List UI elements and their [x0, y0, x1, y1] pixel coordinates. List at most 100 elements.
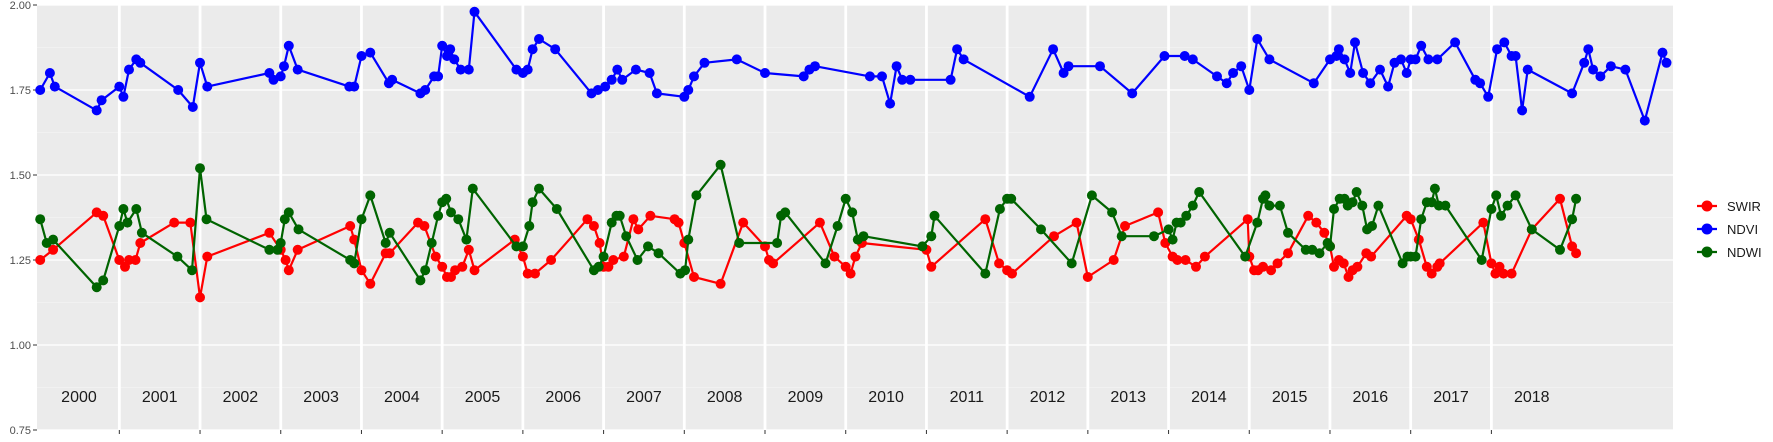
data-point-swir: [530, 268, 540, 279]
data-point-swir: [645, 210, 656, 221]
year-label: 2009: [788, 389, 824, 406]
data-point-ndwi: [1314, 248, 1325, 259]
data-point-ndwi: [926, 231, 937, 242]
data-point-ndwi: [349, 258, 360, 269]
data-point-ndvi: [1264, 54, 1275, 65]
data-point-ndvi: [463, 64, 474, 75]
data-point-ndwi: [187, 265, 197, 276]
data-point-ndvi: [1339, 54, 1350, 65]
data-point-swir: [469, 265, 480, 276]
data-point-swir: [185, 217, 196, 228]
data-point-ndwi: [1260, 190, 1271, 201]
data-point-ndvi: [1499, 37, 1510, 48]
year-labels: 2000 2001 2002 2003 2004 2005 2006 2007 2008 2009…: [61, 389, 1549, 406]
data-point-ndvi: [1583, 44, 1594, 55]
data-point-ndwi: [1347, 197, 1358, 208]
data-point-ndvi: [958, 54, 969, 65]
data-point-ndwi: [1175, 217, 1186, 228]
data-point-swir: [845, 268, 856, 279]
data-point-ndwi: [1036, 224, 1046, 235]
data-point-swir: [715, 278, 726, 289]
year-label: 2016: [1353, 389, 1389, 406]
data-point-ndvi: [522, 64, 533, 75]
data-point-swir: [926, 261, 937, 272]
data-point-ndvi: [905, 74, 916, 85]
data-point-swir: [1506, 268, 1517, 279]
data-point-ndwi: [1496, 210, 1507, 221]
data-point-ndwi: [1187, 200, 1198, 211]
data-point-ndwi: [1416, 214, 1427, 225]
legend-item-ndwi: NDWI: [1697, 245, 1762, 260]
data-point-swir: [98, 210, 109, 221]
data-point-swir: [1338, 258, 1349, 269]
data-point-ndwi: [275, 238, 286, 248]
data-point-ndwi: [136, 227, 147, 238]
data-point-swir: [1007, 268, 1017, 279]
data-point-ndvi: [945, 74, 956, 85]
data-point-ndwi: [365, 190, 376, 201]
legend: SWIR NDVI NDWI: [1697, 199, 1762, 260]
data-point-ndvi: [96, 95, 107, 106]
data-point-ndwi: [1357, 200, 1368, 211]
data-point-ndvi: [1657, 47, 1668, 58]
data-point-ndwi: [264, 244, 275, 255]
data-point-ndwi: [929, 210, 940, 221]
data-point-ndvi: [387, 74, 398, 85]
year-label: 2008: [707, 389, 743, 406]
y-tick-label: 1.00: [10, 340, 31, 352]
data-point-ndwi: [715, 159, 726, 170]
data-point-ndvi: [283, 40, 294, 51]
data-point-ndwi: [551, 204, 562, 214]
data-point-ndwi: [1410, 251, 1421, 262]
year-label: 2011: [950, 389, 985, 406]
data-point-ndwi: [1066, 258, 1077, 269]
data-point-ndwi: [1107, 207, 1118, 218]
data-point-ndwi: [48, 234, 59, 245]
data-point-swir: [768, 258, 779, 269]
data-point-swir: [618, 251, 629, 262]
data-point-ndvi: [275, 71, 286, 82]
data-point-ndwi: [131, 204, 142, 214]
data-point-ndwi: [1491, 190, 1502, 201]
data-point-ndvi: [731, 54, 742, 65]
data-point-ndwi: [1194, 187, 1205, 197]
data-point-ndvi: [1410, 54, 1421, 65]
legend-label: NDWI: [1727, 245, 1762, 260]
legend-key-point: [1701, 246, 1713, 258]
data-point-ndvi: [1401, 68, 1412, 78]
data-point-ndvi: [135, 57, 146, 68]
data-point-ndwi: [1486, 204, 1497, 214]
data-point-swir: [130, 255, 141, 265]
data-point-swir: [48, 244, 59, 255]
data-point-ndwi: [195, 163, 205, 174]
data-point-ndvi: [349, 81, 360, 92]
data-point-ndvi: [699, 57, 710, 68]
data-series: [35, 6, 1672, 303]
data-point-ndvi: [91, 105, 102, 116]
data-point-ndvi: [1159, 51, 1170, 61]
year-label: 2007: [626, 389, 662, 406]
data-point-swir: [345, 221, 356, 231]
data-point-ndwi: [1116, 231, 1127, 242]
data-point-ndvi: [1423, 54, 1434, 65]
data-point-ndwi: [380, 238, 391, 248]
data-point-swir: [365, 278, 376, 289]
data-point-ndvi: [1567, 88, 1578, 99]
year-label: 2013: [1110, 389, 1146, 406]
y-tick-label: 1.75: [10, 85, 31, 97]
data-point-swir: [1153, 207, 1164, 218]
year-label: 2002: [223, 389, 259, 406]
data-point-ndvi: [1396, 54, 1406, 65]
data-point-ndwi: [1476, 255, 1487, 265]
data-point-ndwi: [118, 204, 129, 214]
data-point-ndvi: [630, 64, 641, 75]
data-point-ndvi: [35, 85, 46, 95]
legend-label: SWIR: [1727, 199, 1761, 214]
data-point-swir: [1303, 210, 1314, 221]
data-point-swir: [437, 261, 448, 272]
data-point-ndwi: [1240, 251, 1251, 262]
data-point-ndwi: [201, 214, 212, 225]
data-point-ndwi: [534, 183, 544, 194]
data-point-swir: [1120, 221, 1130, 231]
legend-item-swir: SWIR: [1697, 199, 1761, 214]
